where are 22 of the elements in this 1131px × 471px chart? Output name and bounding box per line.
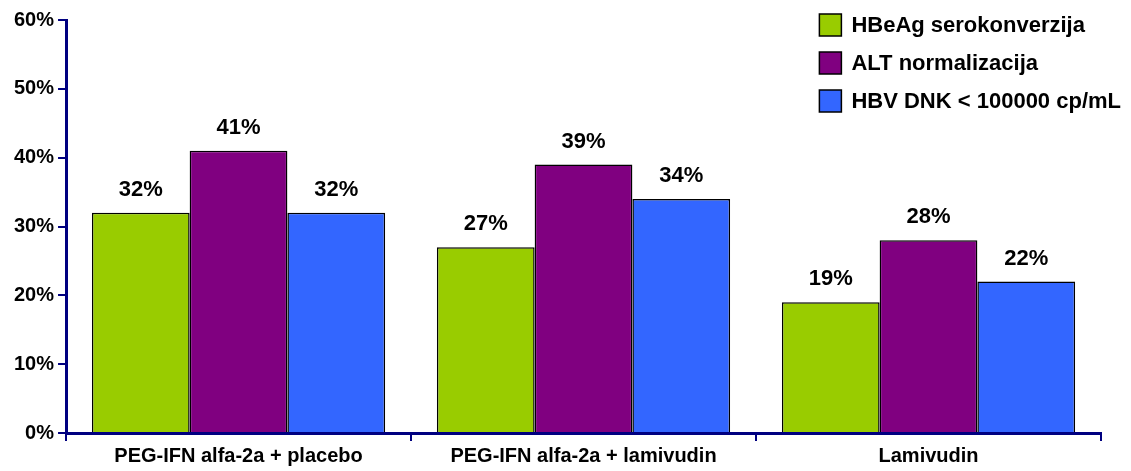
y-tick-label: 10% — [14, 351, 55, 374]
x-tick-label: PEG-IFN alfa-2a + lamivudin — [450, 443, 717, 466]
legend-label: HBV DNK < 100000 cp/mL — [851, 88, 1121, 114]
data-label: 34% — [659, 162, 704, 188]
legend-label: ALT normalizacija — [851, 50, 1039, 76]
data-label: 32% — [118, 175, 163, 201]
legend-label: HBeAg serokonverzija — [851, 12, 1086, 38]
x-tick-label: PEG-IFN alfa-2a + placebo — [114, 443, 363, 466]
y-tick-label: 60% — [14, 7, 55, 30]
data-label: 41% — [216, 113, 261, 139]
y-tick-label: 20% — [14, 282, 55, 305]
y-tick-label: 30% — [14, 214, 55, 237]
data-label: 27% — [463, 210, 508, 236]
data-label: 39% — [561, 127, 606, 153]
x-tick-label: Lamivudin — [878, 443, 979, 466]
data-label: 22% — [1004, 244, 1049, 270]
y-tick-label: 0% — [25, 420, 55, 443]
data-label: 28% — [906, 203, 951, 229]
data-label: 19% — [808, 265, 853, 291]
y-tick-label: 50% — [14, 76, 55, 99]
data-label: 32% — [314, 175, 359, 201]
y-tick-label: 40% — [14, 145, 55, 168]
